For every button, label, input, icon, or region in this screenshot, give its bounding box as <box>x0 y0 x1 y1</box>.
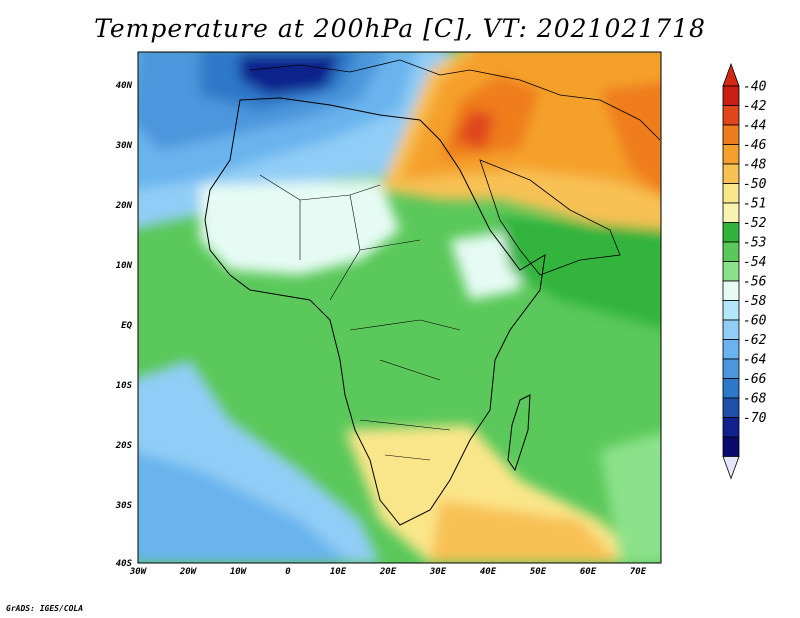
colorbar-label: -51 <box>743 197 766 212</box>
lon-tick: 50E <box>530 567 547 577</box>
lon-tick: 70E <box>630 567 647 577</box>
colorbar-segment <box>722 105 740 126</box>
colorbar-label: -58 <box>743 294 767 309</box>
colorbar-segment <box>722 378 740 399</box>
lon-tick: 0 <box>285 567 291 577</box>
temperature-field <box>138 52 661 563</box>
colorbar-segment <box>722 202 740 223</box>
lat-tick: 10S <box>116 381 133 391</box>
lon-tick: 20E <box>379 567 397 577</box>
colorbar-segment <box>722 261 740 282</box>
lon-tick: 10E <box>330 567 347 577</box>
colorbar-segment <box>722 222 740 243</box>
colorbar-label: -68 <box>743 392 767 407</box>
colorbar-label: -60 <box>743 314 767 329</box>
lat-tick: EQ <box>121 321 132 331</box>
map-title: Temperature at 200hPa [C], VT: 202102171… <box>94 14 706 43</box>
colorbar-segment <box>722 241 740 262</box>
colorbar-label: -54 <box>743 255 766 270</box>
lon-tick: 30E <box>429 567 447 577</box>
lat-tick: 40S <box>116 559 133 569</box>
lon-tick: 10W <box>230 567 248 577</box>
colorbar-segment <box>722 358 740 379</box>
colorbar-segment <box>722 163 740 184</box>
colorbar-segment <box>722 183 740 204</box>
lon-tick: 30W <box>129 567 148 577</box>
colorbar-segment <box>722 319 740 340</box>
colorbar-label: -52 <box>743 216 767 231</box>
colorbar-segment <box>722 124 740 145</box>
colorbar-label: -42 <box>743 99 767 114</box>
colorbar: -40 -42 -44 -46 -48 -50 -51 -52 -53 -54 -56 -58 -60 -… <box>722 62 767 480</box>
colorbar-segment <box>722 144 740 165</box>
colorbar-label: -62 <box>743 333 767 348</box>
latitude-axis: 40N 30N 20N 10N EQ 10S 20S 30S 40S <box>115 81 133 569</box>
colorbar-label: -50 <box>743 177 767 192</box>
lat-tick: 20N <box>115 201 133 211</box>
colorbar-segment <box>722 300 740 321</box>
colorbar-label: -66 <box>743 372 767 387</box>
lat-tick: 30S <box>115 501 133 511</box>
colorbar-segment <box>722 280 740 301</box>
lat-tick: 30N <box>115 141 133 151</box>
colorbar-label: -46 <box>743 138 767 153</box>
lon-tick: 60E <box>580 567 597 577</box>
colorbar-segment <box>722 397 740 418</box>
colorbar-label: -64 <box>743 353 766 368</box>
colorbar-segment <box>722 436 740 457</box>
longitude-axis: 30W 20W 10W 0 10E 20E 30E 40E 50E 60E 70… <box>129 567 647 577</box>
lon-tick: 40E <box>480 567 497 577</box>
colorbar-bottom-arrow <box>722 456 740 480</box>
colorbar-label: -48 <box>743 158 767 173</box>
colorbar-label: -56 <box>743 275 767 290</box>
colorbar-label: -44 <box>743 119 766 134</box>
lat-tick: 10N <box>116 261 133 271</box>
colorbar-segment <box>722 339 740 360</box>
colorbar-label: -40 <box>743 80 767 95</box>
colorbar-segment <box>722 417 740 438</box>
colorbar-top-arrow <box>722 62 740 87</box>
colorbar-label: -70 <box>743 411 767 426</box>
lon-tick: 20W <box>179 567 198 577</box>
colorbar-segment <box>722 85 740 106</box>
credit-label: GrADS: IGES/COLA <box>6 604 84 613</box>
lat-tick: 20S <box>115 441 133 451</box>
lat-tick: 40N <box>116 81 133 91</box>
colorbar-label: -53 <box>743 236 766 251</box>
